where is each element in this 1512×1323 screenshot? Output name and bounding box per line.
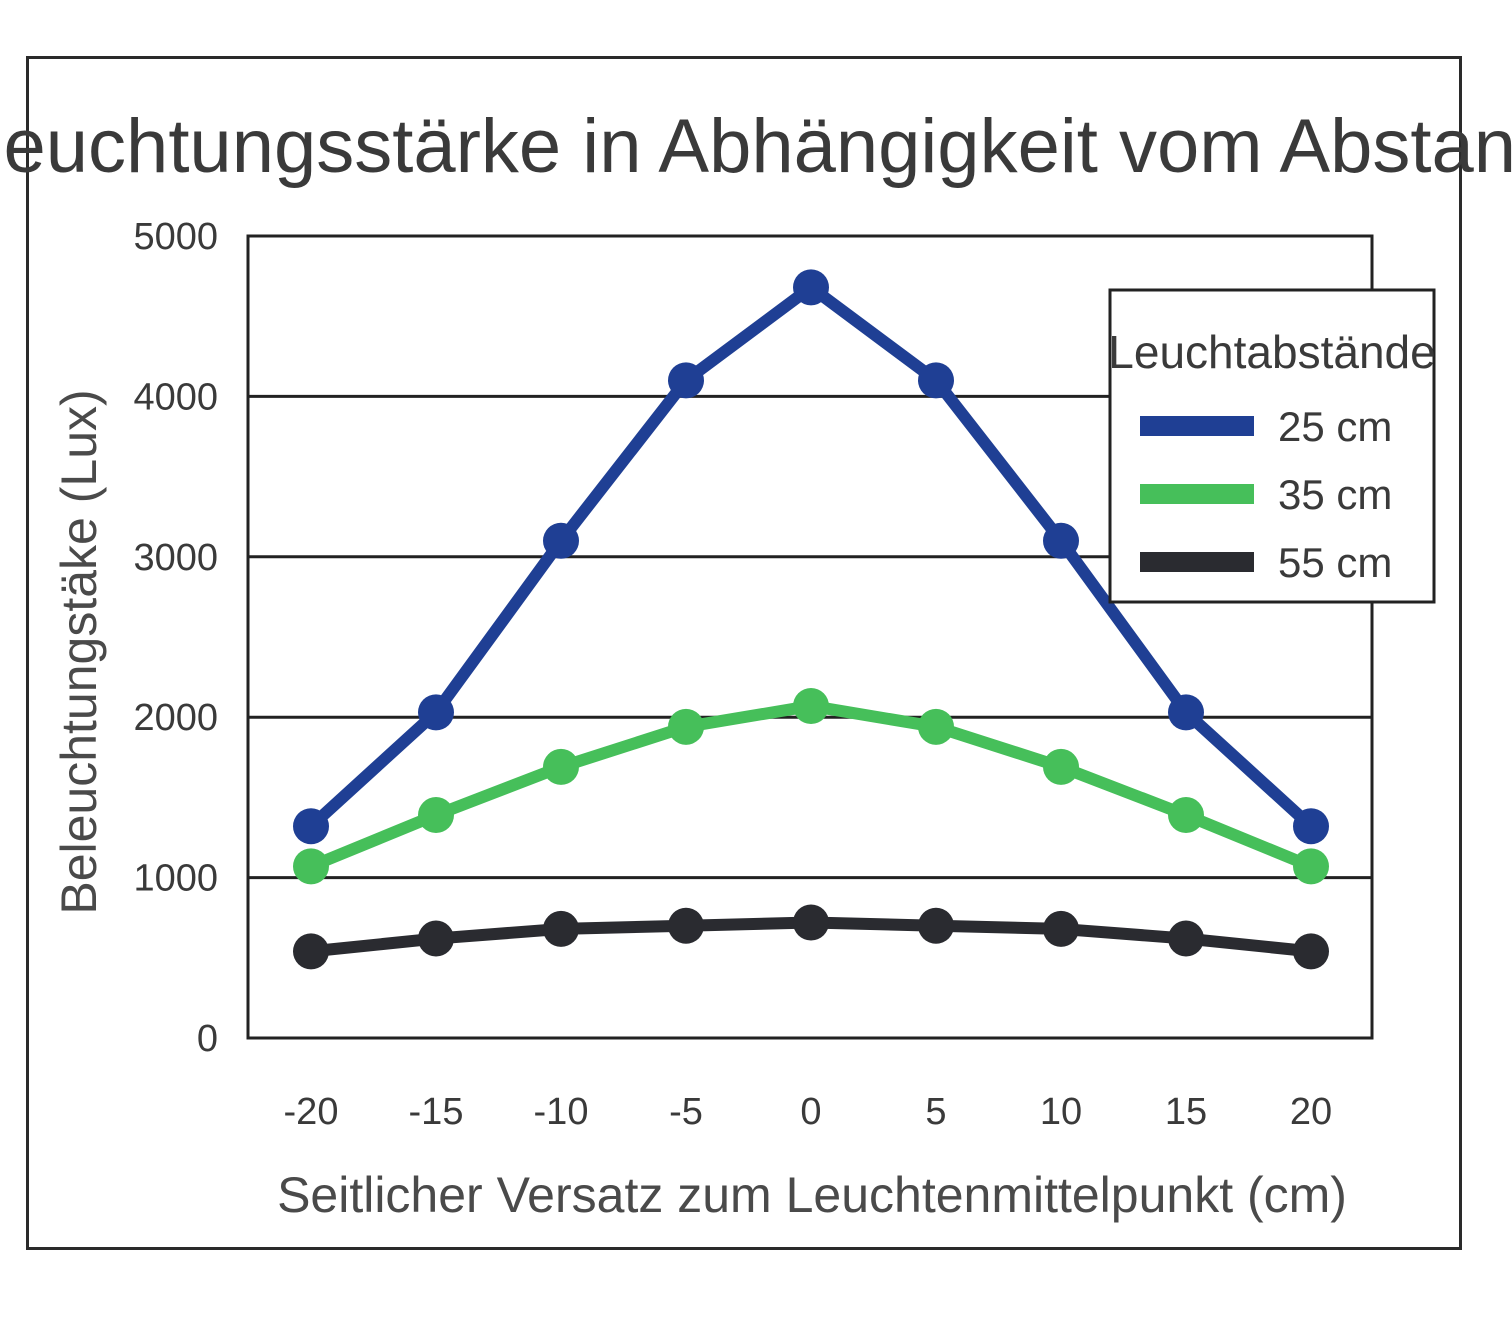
data-point xyxy=(293,808,329,845)
x-tick-label: -20 xyxy=(284,1091,339,1133)
x-tick-label: 20 xyxy=(1290,1091,1332,1133)
y-axis-ticks: 0 1000 2000 3000 4000 5000 xyxy=(133,216,218,1060)
data-point xyxy=(918,362,954,399)
data-point xyxy=(1293,808,1329,845)
chart-frame xyxy=(26,56,1462,1250)
legend-box xyxy=(1108,288,1436,604)
x-tick-label: 15 xyxy=(1165,1091,1207,1133)
legend-item-label: 55 cm xyxy=(1278,539,1392,586)
y-tick-label: 2000 xyxy=(133,697,218,739)
series-layer xyxy=(293,269,1329,970)
data-point xyxy=(418,920,454,957)
series-25-cm xyxy=(293,269,1329,845)
x-axis-ticks: -20 -15 -10 -5 0 5 10 15 20 xyxy=(284,1091,1333,1133)
legend-item-label: 25 cm xyxy=(1278,403,1392,450)
legend: Leuchtabstände 25 cm 35 cm 55 cm xyxy=(1108,288,1436,604)
x-tick-label: -15 xyxy=(409,1091,464,1133)
y-tick-label: 1000 xyxy=(133,858,218,900)
data-point xyxy=(918,708,954,745)
x-tick-label: 0 xyxy=(800,1091,821,1133)
data-point xyxy=(293,933,329,970)
data-point xyxy=(793,687,829,724)
y-tick-label: 3000 xyxy=(133,537,218,579)
x-tick-label: 10 xyxy=(1040,1091,1082,1133)
data-point xyxy=(543,910,579,947)
data-point xyxy=(1293,933,1329,970)
legend-item-label: 35 cm xyxy=(1278,471,1392,518)
plot-area xyxy=(246,234,1374,1040)
chart-title: Beleuchtungsstärke in Abhängigkeit vom A… xyxy=(0,104,1512,189)
x-tick-label: -10 xyxy=(534,1091,589,1133)
data-point xyxy=(793,269,829,306)
data-point xyxy=(668,708,704,745)
data-point xyxy=(418,797,454,834)
data-point xyxy=(293,848,329,885)
data-point xyxy=(793,904,829,941)
series-35-cm xyxy=(293,687,1329,885)
y-tick-label: 4000 xyxy=(133,376,218,418)
series-line xyxy=(305,699,1317,873)
data-point xyxy=(1043,522,1079,559)
data-point xyxy=(1168,694,1204,731)
data-point xyxy=(668,362,704,399)
data-point xyxy=(668,907,704,944)
y-axis-label: Beleuchtungstäke (Lux) xyxy=(51,389,107,914)
series-55-cm xyxy=(293,904,1329,970)
x-tick-label: 5 xyxy=(925,1091,946,1133)
data-point xyxy=(1293,848,1329,885)
data-point xyxy=(543,748,579,785)
y-tick-label: 5000 xyxy=(133,216,218,258)
data-point xyxy=(418,694,454,731)
data-point xyxy=(1043,910,1079,947)
data-point xyxy=(1168,797,1204,834)
data-point xyxy=(543,522,579,559)
legend-items: 25 cm 35 cm 55 cm xyxy=(1140,403,1392,586)
data-point xyxy=(1043,748,1079,785)
x-tick-label: -5 xyxy=(669,1091,703,1133)
y-tick-label: 0 xyxy=(197,1018,218,1060)
data-point xyxy=(1168,920,1204,957)
legend-title: Leuchtabstände xyxy=(1108,326,1435,378)
data-point xyxy=(918,907,954,944)
x-axis-label: Seitlicher Versatz zum Leuchtenmittelpun… xyxy=(277,1167,1347,1223)
